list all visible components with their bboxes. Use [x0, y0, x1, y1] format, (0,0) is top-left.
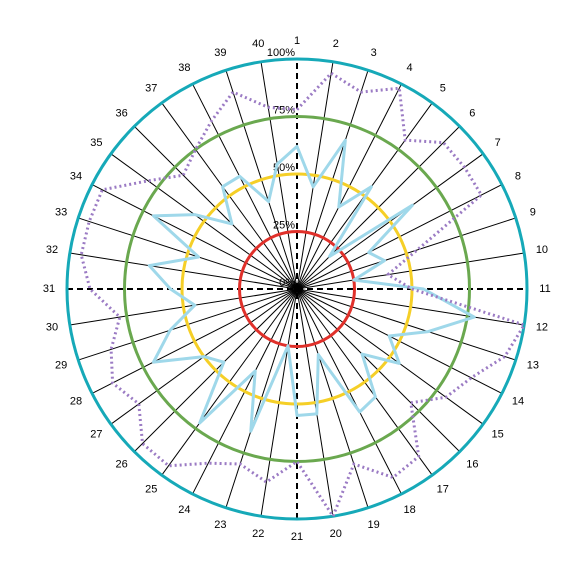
- category-label: 18: [403, 504, 415, 516]
- category-label: 27: [90, 429, 102, 441]
- r-tick-label: 100%: [267, 47, 295, 59]
- category-label: 38: [178, 62, 190, 74]
- category-label: 1: [294, 35, 300, 47]
- category-label: 8: [515, 170, 521, 182]
- grid-ring: [65, 57, 529, 521]
- category-label: 34: [70, 170, 82, 182]
- category-label: 2: [333, 38, 339, 50]
- category-label: 7: [495, 137, 501, 149]
- category-label: 36: [116, 108, 128, 120]
- category-label: 13: [527, 360, 539, 372]
- category-label: 37: [145, 82, 157, 94]
- r-tick-label: 25%: [273, 219, 295, 231]
- category-label: 20: [330, 528, 342, 540]
- grid-ring: [238, 230, 356, 348]
- category-label: 40: [252, 38, 264, 50]
- category-label: 22: [252, 528, 264, 540]
- category-label: 39: [214, 47, 226, 59]
- category-label: 26: [116, 458, 128, 470]
- category-label: 17: [437, 484, 449, 496]
- r-tick-label: 75%: [273, 104, 295, 116]
- category-label: 24: [178, 504, 190, 516]
- category-label: 35: [90, 137, 102, 149]
- category-label: 21: [291, 531, 303, 543]
- category-label: 11: [539, 283, 550, 295]
- category-label: 33: [55, 206, 67, 218]
- category-label: 32: [46, 244, 58, 256]
- category-label: 10: [536, 244, 548, 256]
- category-label: 29: [55, 360, 67, 372]
- grid-ring: [123, 115, 471, 463]
- category-label: 3: [371, 47, 377, 59]
- category-label: 28: [70, 395, 82, 407]
- category-label: 15: [492, 429, 504, 441]
- category-label: 5: [440, 82, 446, 94]
- category-label: 12: [536, 322, 548, 334]
- r-tick-label: 0%: [279, 277, 295, 289]
- category-label: 25: [145, 484, 157, 496]
- series-line: [147, 138, 476, 433]
- category-label: 30: [46, 322, 58, 334]
- category-label: 19: [368, 519, 380, 531]
- category-label: 4: [407, 62, 413, 74]
- category-label: 23: [214, 519, 226, 531]
- category-label: 31: [43, 283, 55, 295]
- category-label: 14: [512, 395, 524, 407]
- category-label: 9: [530, 206, 536, 218]
- category-label: 6: [469, 108, 475, 120]
- category-label: 16: [466, 458, 478, 470]
